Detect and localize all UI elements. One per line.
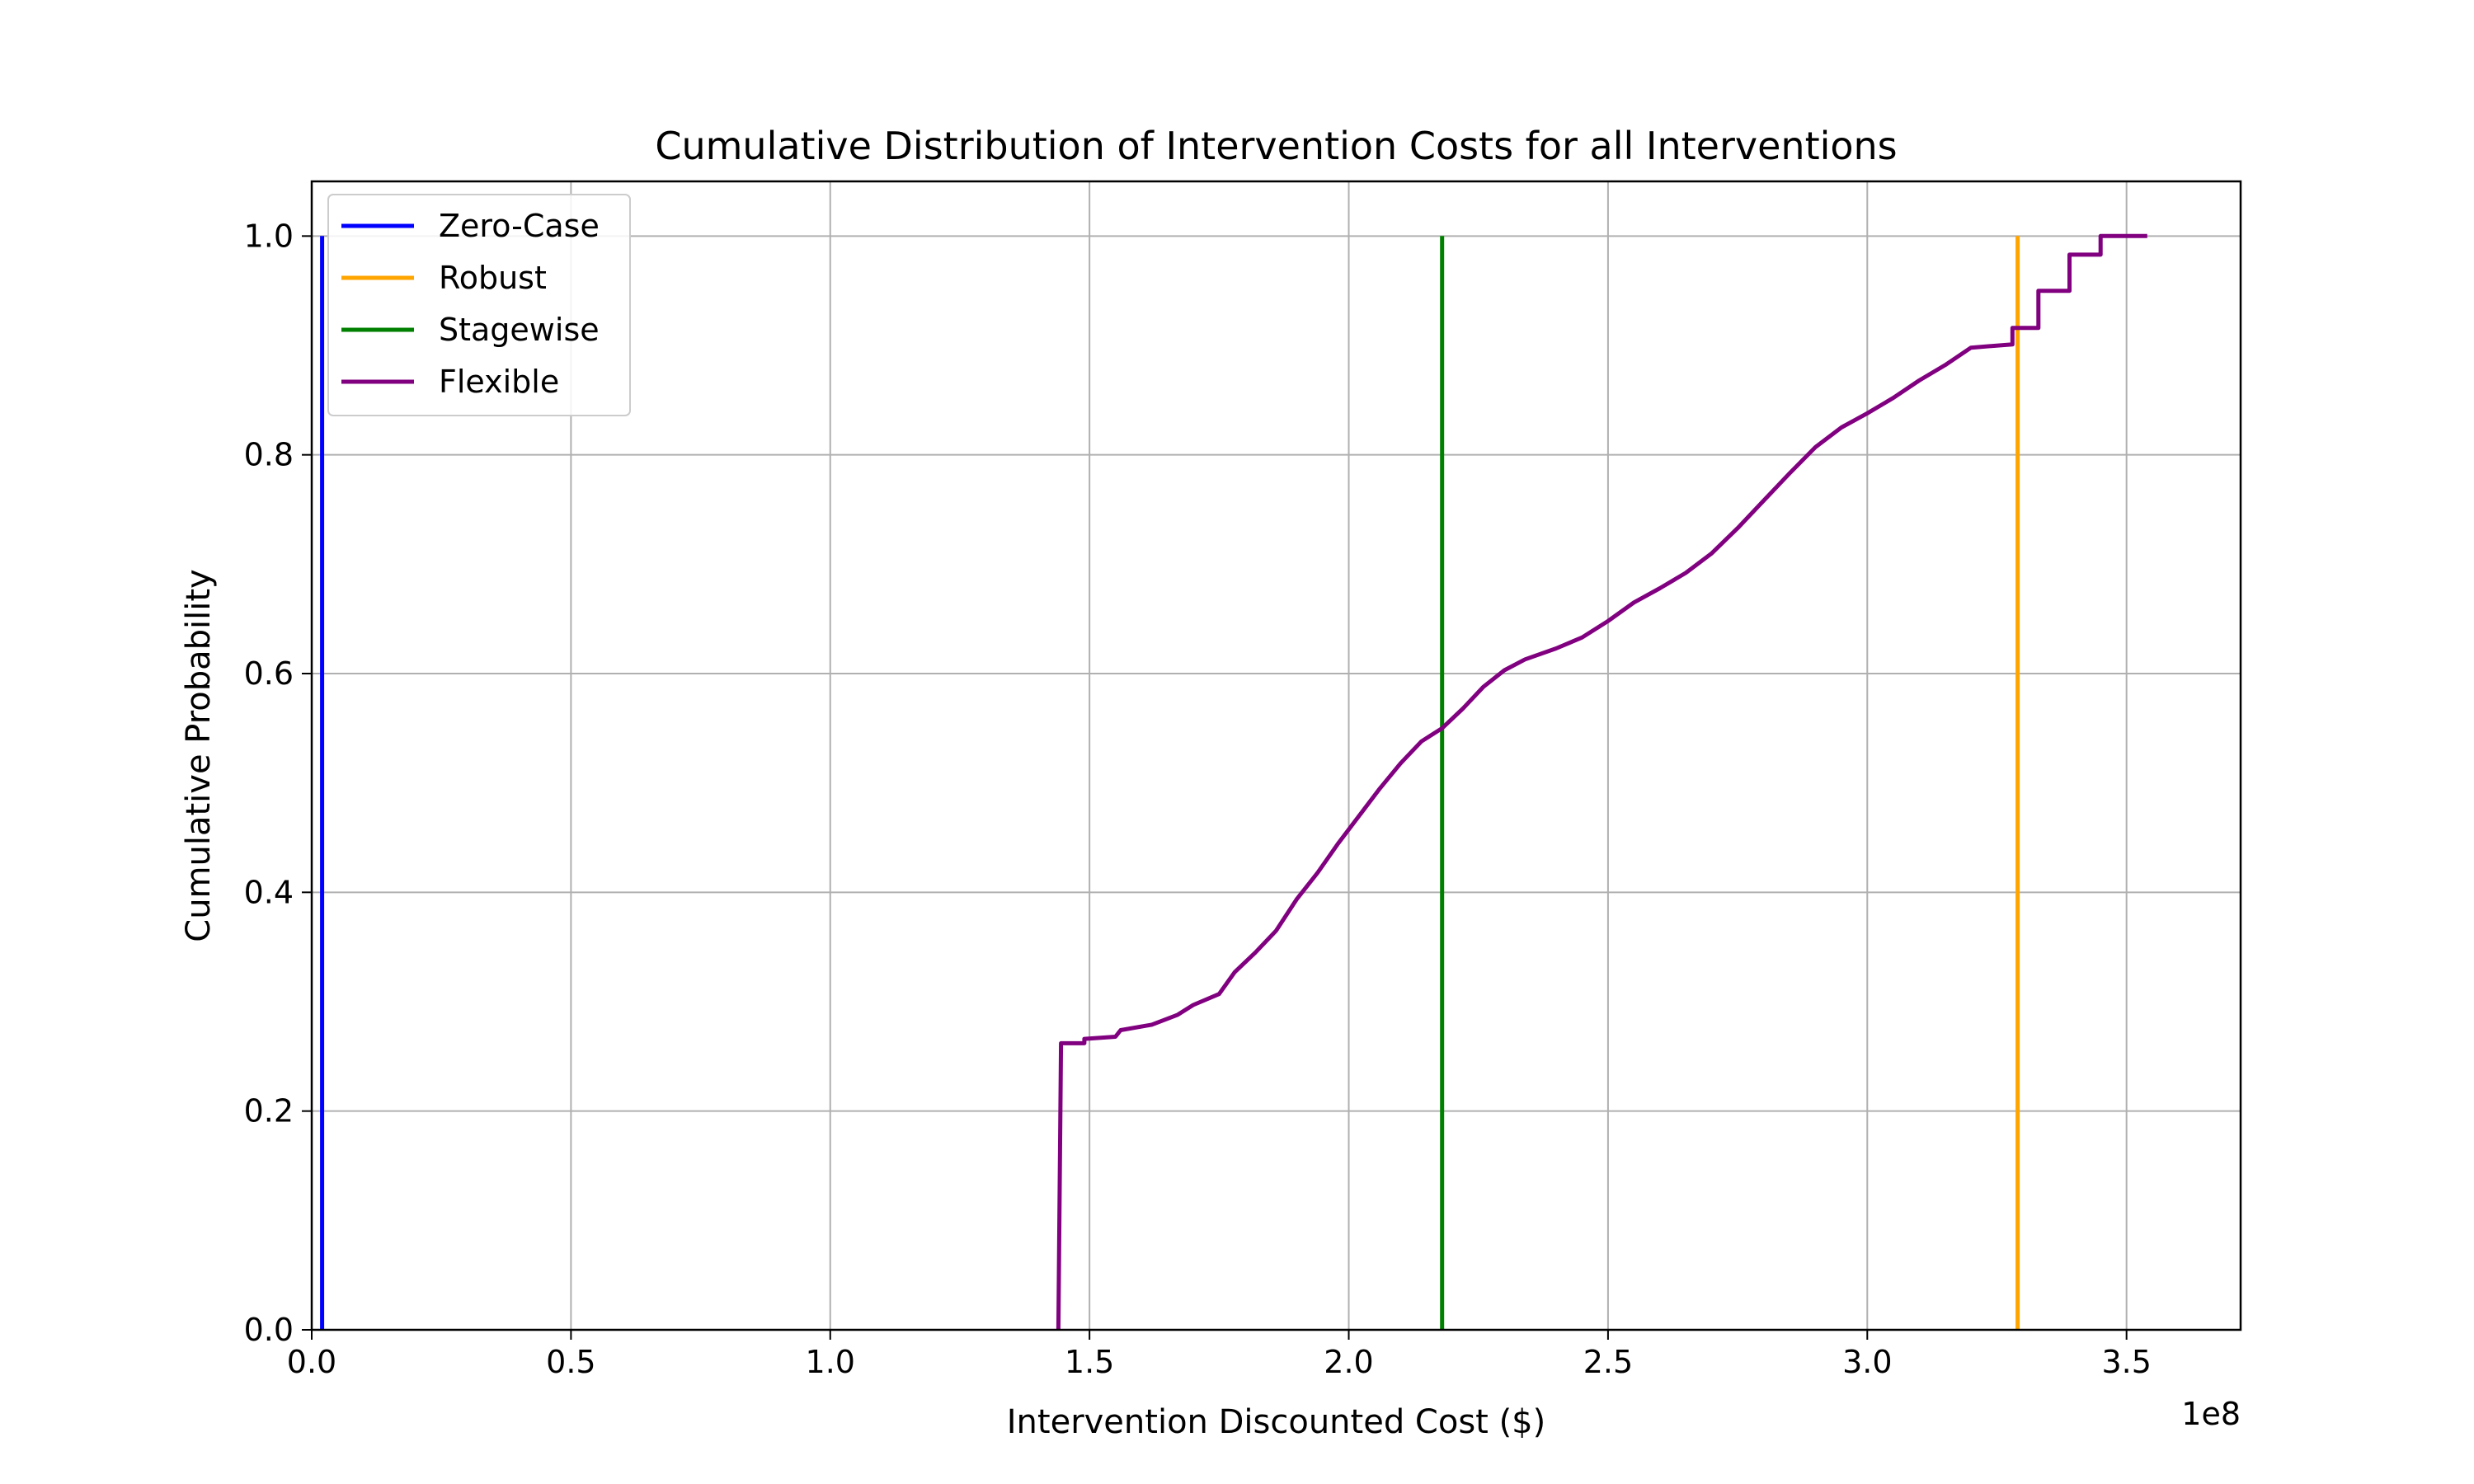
y-axis-label: Cumulative Probability (180, 569, 218, 942)
plot-frame (310, 180, 2242, 1331)
y-tick-label-5: 1.0 (244, 218, 294, 254)
x-axis-ticks: 0.0 0.5 1.0 1.5 2.0 2.5 3.0 3.5 (287, 1330, 2152, 1380)
y-axis-ticks: 0.0 0.2 0.4 0.6 0.8 1.0 (244, 218, 312, 1348)
y-tick-label-3: 0.6 (244, 655, 294, 692)
x-axis-label: Intervention Discounted Cost ($) (1007, 1403, 1545, 1441)
x-tick-label-3: 1.5 (1065, 1344, 1114, 1380)
x-tick-label-6: 3.0 (1842, 1344, 1892, 1380)
y-tick-label-0: 0.0 (244, 1312, 294, 1348)
legend: Zero-Case Robust Stagewise Flexible (327, 194, 631, 416)
legend-label-stagewise: Stagewise (439, 312, 600, 348)
x-tick-label-5: 2.5 (1583, 1344, 1633, 1380)
legend-label-zero-case: Zero-Case (439, 208, 600, 244)
y-tick-label-2: 0.4 (244, 874, 294, 910)
y-tick-label-4: 0.8 (244, 437, 294, 473)
series-lines (320, 233, 2147, 1331)
x-tick-label-0: 0.0 (287, 1344, 336, 1380)
x-tick-label-2: 1.0 (806, 1344, 855, 1380)
chart-title: Cumulative Distribution of Intervention … (655, 124, 1897, 168)
x-tick-label-1: 0.5 (546, 1344, 595, 1380)
legend-label-robust: Robust (439, 260, 547, 296)
legend-label-flexible: Flexible (439, 364, 559, 400)
x-tick-label-4: 2.0 (1324, 1344, 1373, 1380)
y-tick-label-1: 0.2 (244, 1093, 294, 1129)
series-line-flexible (1056, 233, 2147, 1331)
x-tick-label-7: 3.5 (2101, 1344, 2151, 1380)
x-axis-offset-text: 1e8 (2181, 1396, 2241, 1432)
legend-box (327, 194, 631, 416)
